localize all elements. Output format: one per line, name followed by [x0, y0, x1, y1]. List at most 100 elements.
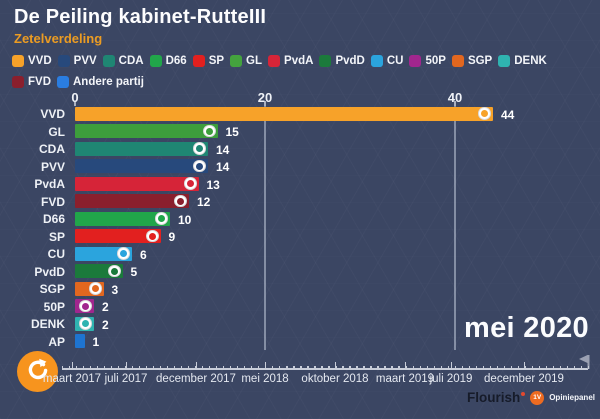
legend-label: SP [208, 55, 225, 67]
timeline-minor-tick [580, 365, 582, 369]
bar-pvv[interactable] [75, 159, 208, 174]
x-axis-tick-label: 40 [447, 90, 463, 105]
legend-item-andere-partij[interactable]: Andere partij [57, 73, 144, 91]
timeline-minor-tick [447, 365, 449, 369]
legend-item-d66[interactable]: D66 [149, 52, 187, 70]
legend-item-fvd[interactable]: FVD [12, 73, 51, 91]
timeline-minor-tick [377, 365, 379, 369]
timeline-minor-tick [181, 365, 183, 369]
legend-label: SGP [467, 55, 493, 67]
legend-item-pvda[interactable]: PvdA [268, 52, 313, 70]
timeline-minor-tick [454, 365, 456, 369]
timeline-major-tick [335, 362, 337, 369]
timeline-minor-tick [363, 365, 365, 369]
timeline-minor-tick [482, 365, 484, 369]
bar-row-cda: CDA 14 [0, 140, 600, 158]
party-logo-glyph [196, 145, 204, 153]
party-logo-icon [79, 299, 92, 313]
bar-value-label: 2 [102, 300, 109, 314]
legend-swatch-icon [498, 55, 511, 67]
legend-item-vvd[interactable]: VVD [12, 52, 52, 70]
legend-item-gl[interactable]: GL [230, 52, 262, 70]
legend-swatch-icon [57, 55, 70, 67]
bar-category-label: PvdA [34, 177, 65, 191]
bar-value-label: 6 [140, 247, 147, 262]
legend-item-cda[interactable]: CDA [102, 52, 144, 70]
timeline-minor-tick [146, 365, 148, 369]
timeline-minor-tick [90, 365, 92, 369]
bar-value-label: 5 [130, 265, 138, 279]
timeline-minor-tick [230, 365, 232, 369]
gridline [454, 106, 456, 350]
bar-d66[interactable] [75, 211, 170, 226]
x-axis-tick-mark [74, 101, 76, 106]
timeline-minor-tick [188, 365, 190, 369]
party-logo-glyph [158, 215, 166, 223]
timeline-major-tick [451, 362, 453, 369]
party-logo-icon [193, 159, 206, 173]
bar-row-d66: D66 10 [0, 210, 600, 228]
timeline-major-tick [72, 362, 74, 369]
x-axis-tick-label: 0 [71, 90, 79, 105]
bar-row-denk: DENK 2 [0, 315, 600, 333]
legend-item-pvdd[interactable]: PvdD [319, 52, 365, 70]
bar-value-label: 15 [225, 125, 239, 139]
bar-denk[interactable] [75, 316, 94, 331]
timeline-minor-tick [69, 365, 71, 369]
bar-fvd[interactable] [75, 194, 189, 209]
flourish-logo[interactable]: Flourish [467, 390, 526, 405]
bar-pvdd[interactable] [75, 264, 123, 279]
timeline-scrubber[interactable]: maart 2017 juli 2017 december 2017 mei 2018… [43, 354, 590, 390]
legend-item-pvv[interactable]: PVV [57, 52, 97, 70]
bar-ap[interactable] [75, 334, 85, 349]
legend-swatch-icon [370, 55, 383, 67]
party-logo-icon [79, 317, 92, 330]
timeline-label: juli 2019 [429, 373, 473, 385]
bar-category-label: CU [47, 247, 65, 261]
bar-category-label: SP [48, 229, 65, 244]
bar-vvd[interactable] [75, 106, 493, 121]
timeline-minor-tick [244, 365, 246, 369]
legend-item-cu[interactable]: CU [370, 52, 403, 70]
legend-item-sgp[interactable]: SGP [451, 52, 493, 70]
timeline-label: juli 2017 [104, 373, 148, 385]
opiniepanel-label: Opiniepanel [549, 393, 595, 402]
timeline-minor-tick [433, 365, 435, 369]
bar-sgp[interactable] [75, 281, 104, 296]
flourish-dot-icon [521, 392, 526, 396]
legend-label: PvdD [335, 55, 365, 67]
timeline-playhead-icon[interactable] [578, 355, 590, 375]
legend-swatch-icon [12, 55, 24, 67]
timeline-minor-tick [272, 365, 274, 369]
bar-cu[interactable] [75, 246, 132, 261]
timeline-major-tick [265, 362, 267, 369]
opiniepanel-logo-icon[interactable]: 1V [530, 390, 545, 405]
party-logo-icon [117, 247, 130, 260]
timeline-minor-tick [118, 365, 120, 369]
timeline-minor-tick [573, 365, 575, 369]
bar-50p[interactable] [75, 299, 94, 314]
timeline-minor-tick [552, 365, 554, 369]
bar-pvda[interactable] [75, 176, 199, 191]
party-logo-glyph [205, 127, 213, 135]
bar-value-label: 9 [168, 230, 176, 244]
timeline-minor-tick [160, 365, 162, 369]
timeline-minor-tick [538, 365, 540, 369]
replay-button[interactable] [17, 351, 58, 392]
legend-swatch-icon [409, 55, 422, 67]
timeline-minor-tick [524, 365, 526, 369]
timeline-label: mei 2018 [241, 373, 289, 385]
timeline-minor-tick [391, 365, 393, 369]
legend-item-50p[interactable]: 50P [409, 52, 446, 70]
legend-item-denk[interactable]: DENK [498, 52, 547, 70]
bar-category-label: FVD [41, 194, 65, 209]
timeline-axis-line [62, 368, 588, 370]
party-logo-icon [202, 124, 216, 138]
party-logo-glyph [91, 285, 99, 293]
bar-cda[interactable] [75, 141, 208, 156]
legend-label: D66 [165, 55, 187, 67]
bar-gl[interactable] [75, 124, 218, 139]
bar-sp[interactable] [75, 229, 161, 244]
legend-item-sp[interactable]: SP [192, 52, 225, 70]
